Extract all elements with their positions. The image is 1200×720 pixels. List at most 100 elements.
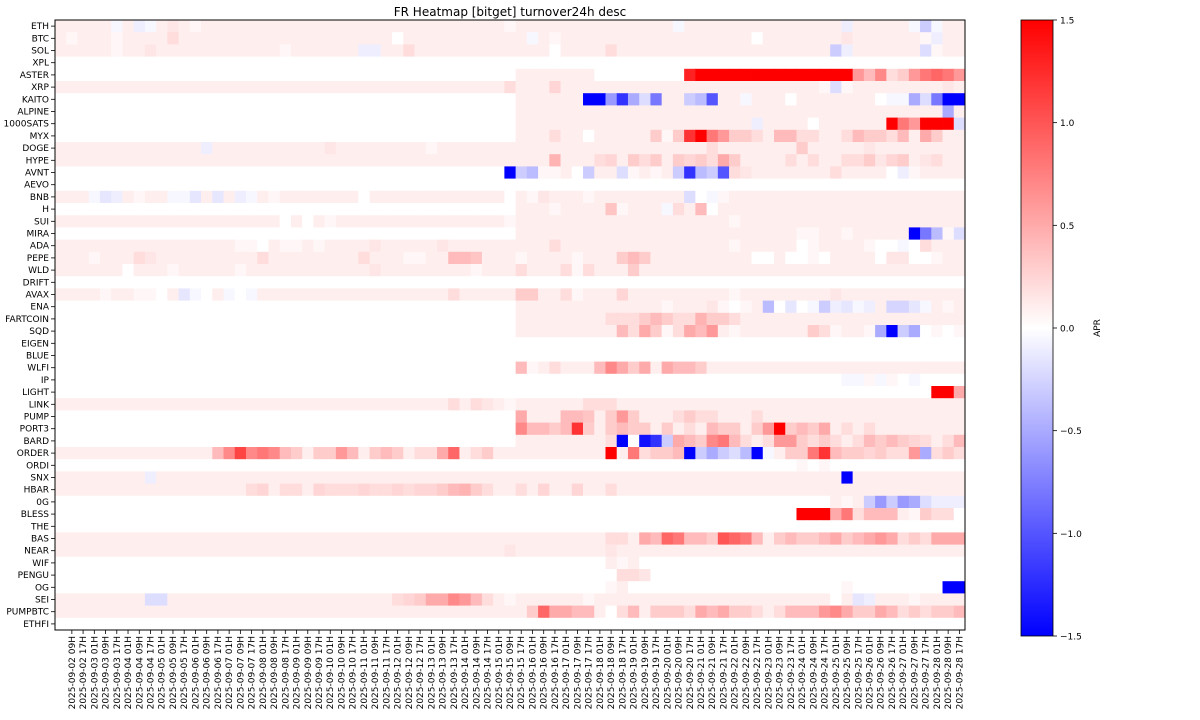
heatmap-cell bbox=[144, 117, 157, 131]
heatmap-cell bbox=[897, 556, 910, 570]
heatmap-cell bbox=[470, 264, 483, 277]
heatmap-cell bbox=[133, 349, 146, 362]
heatmap-cell bbox=[627, 410, 640, 423]
heatmap-cell bbox=[245, 532, 258, 545]
heatmap-cell bbox=[268, 398, 281, 411]
heatmap-cell bbox=[201, 227, 213, 240]
heatmap-cell bbox=[706, 105, 719, 118]
heatmap-cell bbox=[88, 471, 101, 484]
heatmap-cell bbox=[55, 20, 67, 33]
heatmap-cell bbox=[448, 569, 460, 582]
heatmap-cell bbox=[414, 264, 427, 277]
heatmap-cell bbox=[167, 166, 179, 179]
heatmap-cell bbox=[717, 422, 730, 436]
heatmap-cell bbox=[526, 361, 539, 375]
heatmap-cell bbox=[481, 264, 494, 277]
heatmap-cell bbox=[481, 227, 494, 240]
heatmap-cell bbox=[818, 264, 831, 277]
heatmap-cell bbox=[594, 459, 606, 472]
heatmap-cell bbox=[212, 239, 224, 253]
row-label: DOGE bbox=[22, 144, 49, 154]
heatmap-cell bbox=[178, 373, 191, 387]
heatmap-cell bbox=[470, 593, 483, 606]
heatmap-cell bbox=[436, 349, 449, 362]
heatmap-cell bbox=[436, 556, 449, 570]
heatmap-cell bbox=[762, 312, 775, 326]
heatmap-cell bbox=[245, 105, 258, 118]
heatmap-cell bbox=[538, 556, 550, 570]
heatmap-cell bbox=[605, 300, 618, 314]
heatmap-cell bbox=[313, 142, 326, 155]
heatmap-cell bbox=[762, 117, 775, 131]
heatmap-cell bbox=[538, 325, 550, 338]
heatmap-cell bbox=[740, 68, 752, 82]
heatmap-cell bbox=[313, 190, 326, 204]
heatmap-cell bbox=[290, 434, 303, 448]
heatmap-cell bbox=[133, 117, 146, 131]
heatmap-cell bbox=[448, 142, 460, 155]
heatmap-cell bbox=[268, 129, 281, 143]
heatmap-cell bbox=[762, 190, 775, 204]
heatmap-cell bbox=[920, 325, 932, 338]
heatmap-cell bbox=[234, 227, 247, 240]
heatmap-cell bbox=[751, 459, 764, 472]
heatmap-cell bbox=[279, 617, 292, 631]
heatmap-cell bbox=[841, 447, 854, 460]
heatmap-cell bbox=[538, 81, 550, 94]
heatmap-cell bbox=[380, 532, 393, 545]
heatmap-cell bbox=[841, 81, 854, 94]
heatmap-cell bbox=[627, 447, 640, 460]
heatmap-cell bbox=[302, 532, 314, 545]
heatmap-cell bbox=[448, 215, 460, 228]
row-label: 1000SATS bbox=[4, 120, 50, 130]
heatmap-cell bbox=[526, 532, 539, 545]
heatmap-cell bbox=[875, 190, 887, 204]
heatmap-cell bbox=[448, 520, 460, 533]
heatmap-cell bbox=[448, 203, 460, 216]
heatmap-cell bbox=[785, 154, 797, 167]
heatmap-cell bbox=[481, 300, 494, 314]
heatmap-cell bbox=[650, 617, 663, 631]
heatmap-cell bbox=[841, 129, 854, 143]
heatmap-cell bbox=[695, 373, 707, 387]
heatmap-cell bbox=[818, 312, 831, 326]
heatmap-cell bbox=[178, 459, 191, 472]
heatmap-cell bbox=[167, 386, 179, 399]
heatmap-cell bbox=[77, 154, 90, 167]
heatmap-cell bbox=[234, 581, 247, 594]
heatmap-cell bbox=[302, 398, 314, 411]
heatmap-cell bbox=[459, 117, 472, 131]
heatmap-cell bbox=[684, 93, 696, 106]
heatmap-cell bbox=[897, 605, 910, 619]
heatmap-cell bbox=[392, 251, 404, 265]
heatmap-cell bbox=[560, 398, 573, 411]
heatmap-cell bbox=[672, 593, 685, 606]
heatmap-cell bbox=[302, 349, 314, 362]
heatmap-cell bbox=[538, 520, 550, 533]
heatmap-cell bbox=[167, 251, 179, 265]
heatmap-cell bbox=[133, 93, 146, 106]
heatmap-cell bbox=[538, 288, 550, 301]
heatmap-cell bbox=[459, 495, 472, 509]
heatmap-cell bbox=[88, 20, 101, 33]
heatmap-cell bbox=[863, 495, 876, 509]
heatmap-cell bbox=[279, 117, 292, 131]
heatmap-cell bbox=[740, 44, 752, 57]
heatmap-cell bbox=[212, 398, 224, 411]
heatmap-cell bbox=[156, 386, 168, 399]
heatmap-cell bbox=[55, 129, 67, 143]
heatmap-cell bbox=[807, 434, 820, 448]
heatmap-cell bbox=[807, 337, 820, 350]
heatmap-cell bbox=[167, 203, 179, 216]
heatmap-cell bbox=[470, 227, 483, 240]
heatmap-cell bbox=[122, 288, 135, 301]
heatmap-cell bbox=[66, 93, 78, 106]
heatmap-cell bbox=[414, 32, 427, 45]
heatmap-cells bbox=[55, 20, 966, 631]
heatmap-cell bbox=[77, 447, 90, 460]
heatmap-cell bbox=[99, 93, 112, 106]
row-label: IP bbox=[41, 376, 50, 386]
heatmap-cell bbox=[920, 154, 932, 167]
heatmap-cell bbox=[751, 447, 764, 460]
heatmap-cell bbox=[347, 44, 359, 57]
